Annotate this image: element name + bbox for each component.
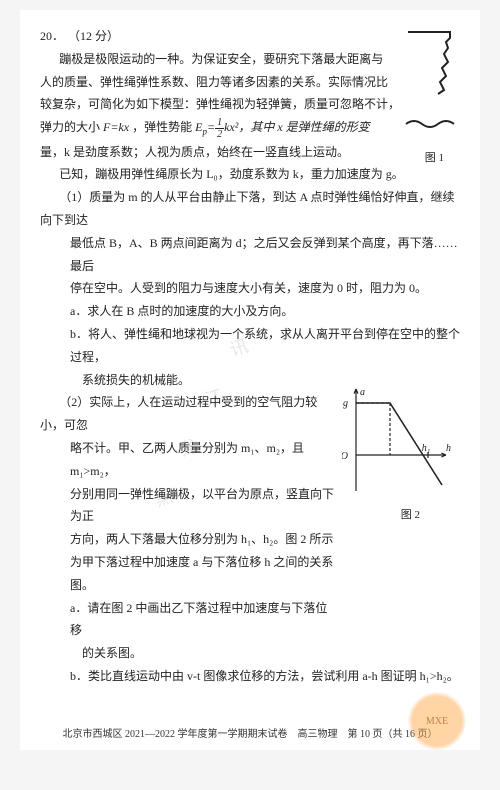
fraction: 12 [215,117,224,140]
formula-mid: ，弹性势能 [132,120,195,134]
figure-2-label: 图 2 [401,505,420,526]
svg-text:g: g [343,398,348,409]
intro-line-3: 较复杂，可简化为如下模型：弹性绳视为轻弹簧，质量可忽略不计， [40,93,400,116]
page-footer: 北京市西城区 2021—2022 学年度第一学期期末试卷 高三物理 第 10 页… [20,725,480,744]
formula-ep: Ep=12kx²，其中 x 是弹性绳的形变 [195,120,370,134]
part2-l3: 分别用同一弹性绳蹦极，以平台为原点，竖直向下为正 [40,483,335,529]
svg-text:a: a [360,387,365,398]
line-6: 已知，蹦极用弹性绳原长为 L₀，劲度系数为 k，重力加速度为 g。 [40,163,460,186]
formula-prefix: 弹力的大小 [40,120,103,134]
part2-l4: 方向，两人下落最大位移分别为 h₁、h₂。图 2 所示 [40,528,335,551]
exam-page: 图 1 20． （12 分） 蹦极是极限运动的一种。为保证安全，要研究下落最大距… [20,10,480,750]
part1-l3: 停在空中。人受到的阻力与速度大小有关，速度为 0 时，阻力为 0。 [40,277,460,300]
svg-text:h: h [446,443,451,454]
part2: （2）实际上，人在运动过程中受到的空气阻力较小，可忽 [40,391,335,437]
frac-den: 2 [215,129,224,140]
part1-a: a．求人在 B 点时的加速度的大小及方向。 [40,300,460,323]
part2-b: b．类比直线运动中由 v-t 图像求位移的方法，尝试利用 a-h 图证明 h₁>… [40,665,460,688]
svg-text:h₁: h₁ [422,443,430,454]
part1-b: b．将人、弹性绳和地球视为一个系统，求从人离开平台到停在空中的整个过程， [40,323,460,369]
figure-1-label: 图 1 [425,148,444,169]
part2-l2: 略不计。甲、乙两人质量分别为 m₁、m₂，且 m₁>m₂， [40,437,335,483]
question-block: 20． （12 分） 蹦极是极限运动的一种。为保证安全，要研究下落最大距离与 人… [40,25,460,163]
line-5: 量，k 是劲度系数；人视为质点，始终在一竖直线上运动。 [40,141,400,164]
formula-tail: kx²，其中 x 是弹性绳的形变 [224,120,370,134]
svg-text:O: O [342,451,348,462]
question-number: 20． [40,25,64,48]
question-points: （12 分） [68,29,119,43]
intro-line-2: 人的质量、弹性绳弹性系数、阻力等诸多因素的关系。实际情况比 [40,71,400,94]
part1: （1）质量为 m 的人从平台由静止下落，到达 A 点时弹性绳恰好伸直，继续向下到… [40,186,460,232]
frac-num: 1 [215,117,224,129]
formula-f: F=kx [103,120,129,134]
part2-a2: 的关系图。 [40,642,335,665]
figure-2: a g Oh₁ h [342,383,452,498]
part2-l5: 为甲下落过程中加速度 a 与下落位移 h 之间的关系 [40,551,335,574]
part2-a: a．请在图 2 中画出乙下落过程中加速度与下落位移 [40,597,335,643]
part1-l2: 最低点 B，A、B 两点间距离为 d；之后又会反弹到某个高度，再下落……最后 [40,232,460,278]
part2-l6: 图。 [40,574,335,597]
figure-1 [404,28,458,138]
formula-eq: = [207,120,215,134]
intro-line-1: 蹦极是极限运动的一种。为保证安全，要研究下落最大距离与 [40,48,400,71]
formula-line: 弹力的大小 F=kx ，弹性势能 Ep=12kx²，其中 x 是弹性绳的形变 [40,116,400,140]
